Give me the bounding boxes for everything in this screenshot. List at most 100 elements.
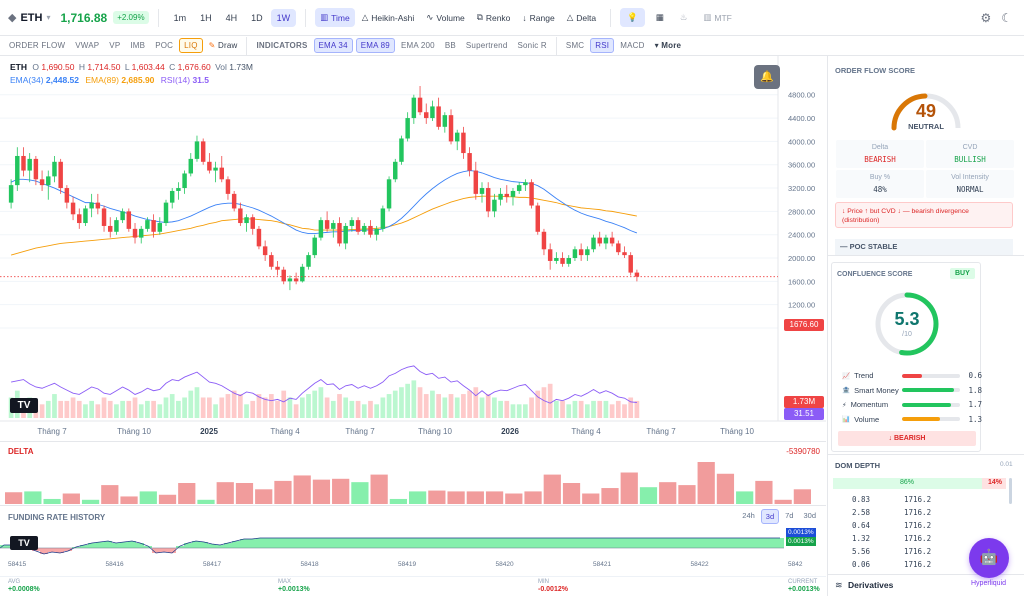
funding-axis-tick: 58415 [8,561,27,568]
candle [15,147,20,191]
draw-button[interactable]: ✎ Draw [205,39,242,52]
funding-axis-tick: 58419 [398,561,417,568]
tool-renko[interactable]: ⧉ Renko [472,8,516,27]
toggle-bb[interactable]: BB [444,41,456,50]
tool-volume[interactable]: ∿ Volume [421,8,469,27]
liq-toggle[interactable]: LIQ [179,38,203,53]
volume-bar [597,400,603,418]
toggle-ema-89[interactable]: EMA 89 [355,38,395,53]
volume-bar [380,397,386,418]
tool-range[interactable]: ↓ Range [517,8,559,27]
tool-time[interactable]: ▥ Time [315,8,355,27]
candle [231,190,237,212]
tool-delta[interactable]: △ Delta [562,8,601,27]
funding-bar [384,538,392,548]
funding-bar [400,538,408,548]
derivatives-section[interactable]: ≋ Derivatives [828,574,1024,596]
candle [213,161,218,183]
toggle-vwap[interactable]: VWAP [75,41,100,50]
candle [634,269,640,282]
funding-bar [240,539,248,548]
tool-heikin-ashi[interactable]: △ Heikin-Ashi [357,8,420,27]
volume-bar [572,400,578,418]
funding-range-30d[interactable]: 30d [803,511,816,520]
delta-value: -5390780 [786,447,820,456]
more-button[interactable]: ▾ More [651,39,686,52]
rsi-toggle[interactable]: RSI [590,38,615,53]
funding-bar [248,539,256,548]
toggle-vp[interactable]: VP [109,41,121,50]
timeframe-1m[interactable]: 1m [173,12,187,23]
volume-bar [361,404,367,418]
funding-range-24h[interactable]: 24h [742,511,755,520]
timeframe-4h[interactable]: 4H [225,12,238,23]
funding-bar [376,538,384,548]
volume-bar [560,400,565,418]
top-toolbar: ◆ ETH ▾ 1,716.88 +2.09% 1m 1H 4H 1D 1W ▥ Time… [0,0,1024,36]
divider [610,8,612,27]
moon-icon[interactable]: ☾ [1001,10,1012,25]
funding-bar [264,538,272,548]
fire-button[interactable]: ♨ [675,8,693,27]
toggle-order-flow[interactable]: ORDER FLOW [9,41,66,50]
smc-toggle[interactable]: SMC [565,41,585,50]
funding-range-3d[interactable]: 3d [760,509,780,524]
bulb-button[interactable]: 💡 [620,8,645,27]
funding-bar [584,538,592,548]
delta-bar [139,491,157,504]
volume-bar [89,400,95,418]
funding-bar [432,538,440,548]
delta-bar [81,499,100,504]
volume-bar [405,383,411,418]
time-tick: Tháng 4 [571,427,601,436]
price-tick: 4000.00 [788,137,815,146]
delta-bar [659,482,677,504]
timeframe-1w[interactable]: 1W [270,8,297,27]
dom-price: 1716.2 [904,547,932,556]
volume-axis-label: 1.73M [784,396,824,408]
last-price: 1,716.88 [60,10,108,25]
mtf-button[interactable]: ▥ MTF [698,8,737,27]
toggle-sonic-r[interactable]: Sonic R [517,41,547,50]
delta-bar [158,494,177,504]
ai-assistant-button[interactable]: 🤖 [969,538,1009,578]
ema34-value: 2,448.52 [45,75,80,85]
toggle-ema-34[interactable]: EMA 34 [313,38,353,53]
volume-bar [52,394,57,418]
timeframe-1d[interactable]: 1D [251,12,263,23]
dom-scrollbar[interactable] [1009,478,1012,504]
dom-sell-pct: 14% [987,479,1002,486]
alert-button[interactable]: 🔔 [754,65,780,89]
symbol-selector[interactable]: ◆ ETH ▾ [8,11,50,25]
legend-symbol: ETH [10,62,27,72]
grid-button[interactable]: ▦ [651,8,669,27]
ema34-label: EMA(34) [10,75,44,85]
funding-axis: 58415 58416 58417 58418 58419 58420 58421 58422… [0,561,802,571]
macd-toggle[interactable]: MACD [620,41,645,50]
volume-bar [169,394,175,418]
toggle-supertrend[interactable]: Supertrend [465,41,508,50]
funding-title: FUNDING RATE HISTORY [8,513,106,522]
delta-bar [639,487,658,504]
candle [585,246,590,261]
timeframe-1h[interactable]: 1H [200,12,212,23]
funding-stat-current: CURRENT +0.0013% [788,579,820,593]
toggle-poc[interactable]: POC [155,41,174,50]
price-chart-canvas[interactable]: 4800.00 4400.00 4000.00 3600.00 3200.00 2800.… [0,56,826,440]
delta-bar [505,493,523,504]
candle [46,170,51,200]
poc-status: — POC STABLE [835,239,1013,255]
hyperliquid-label[interactable]: Hyperliquid [971,580,1007,587]
funding-bar [392,538,400,548]
funding-range-7d[interactable]: 7d [785,511,794,520]
delta-bar [5,492,23,504]
volume-bar [76,400,82,418]
candle [473,161,479,200]
funding-range-tabs: 24h 3d 7d 30d [738,509,820,524]
candle [547,243,553,270]
factor-bar-fill [902,417,940,421]
price-chart[interactable]: 4800.00 4400.00 4000.00 3600.00 3200.00 2800.… [0,56,826,440]
gear-icon[interactable]: ⚙ [980,10,992,25]
toggle-imb[interactable]: IMB [130,41,146,50]
toggle-ema-200[interactable]: EMA 200 [400,41,435,50]
